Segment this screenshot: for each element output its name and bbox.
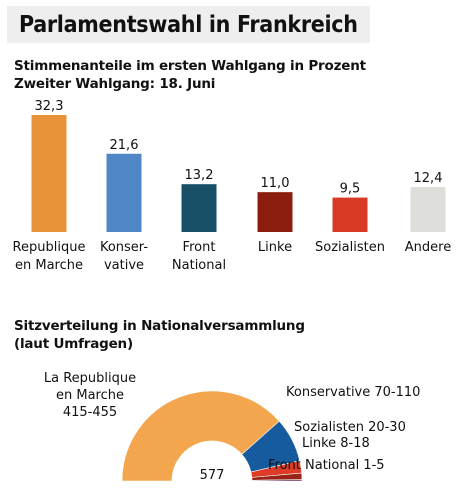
bar: [332, 197, 368, 232]
bar-value-label: 12,4: [414, 171, 443, 186]
slice-label: 415-455: [63, 405, 117, 420]
vote-share-bar-chart: 32,3 Republique en Marche 21,6 Konser-vative…: [13, 99, 452, 273]
total-seats-label: 577: [200, 468, 225, 483]
slice-label: en Marche: [56, 388, 124, 403]
donut-slice: [251, 479, 303, 482]
category-label: Front: [183, 240, 216, 255]
bar-value-label: 21,6: [110, 138, 139, 153]
bar: [106, 153, 142, 232]
bar-value-label: 32,3: [35, 99, 64, 114]
slice-label: Linke 8-18: [302, 436, 370, 451]
seat-distribution-chart: 577 La Republique en Marche 415-455 Konserva…: [44, 371, 421, 483]
slice-label: Sozialisten 20-30: [294, 420, 406, 435]
donut-slice: [121, 390, 280, 482]
category-label: Republique: [13, 240, 86, 255]
chart-subtitle-date: Zweiter Wahlgang: 18. Juni: [14, 76, 216, 92]
category-label: Konser-: [100, 240, 148, 255]
category-label: Andere: [405, 240, 451, 255]
bar: [410, 187, 446, 232]
slice-label: Front National 1-5: [268, 458, 385, 473]
slice-label: Konservative 70-110: [286, 385, 420, 400]
bar: [181, 184, 217, 232]
chart-subtitle: Stimmenanteile im ersten Wahlgang in Pro…: [14, 58, 366, 74]
bar: [257, 192, 293, 232]
seats-title: Sitzverteilung in Nationalversammlung: [14, 318, 305, 334]
bar-value-label: 13,2: [185, 168, 214, 183]
bar: [31, 115, 67, 232]
category-label: vative: [104, 258, 144, 273]
slice-label: La Republique: [44, 371, 136, 386]
chart-title: Parlamentswahl in Frankreich: [19, 11, 358, 38]
bar-value-label: 9,5: [340, 182, 361, 197]
bar-value-label: 11,0: [261, 176, 290, 191]
category-label: Linke: [258, 240, 292, 255]
category-label: en Marche: [15, 258, 83, 273]
category-label: National: [172, 258, 226, 273]
title-box: Parlamentswahl in Frankreich: [7, 6, 370, 43]
seats-subtitle: (laut Umfragen): [14, 336, 133, 352]
category-label: Sozialisten: [315, 240, 385, 255]
